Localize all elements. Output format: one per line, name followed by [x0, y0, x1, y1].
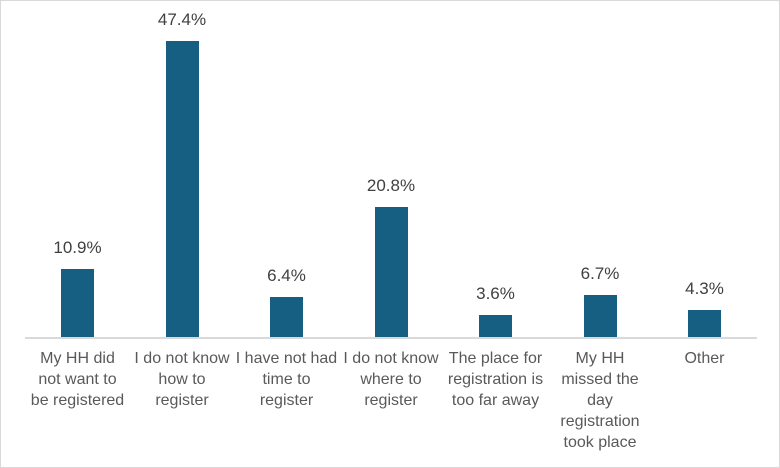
- category-label: My HH did not want to be registered: [30, 350, 125, 409]
- x-axis-line: [25, 337, 757, 339]
- data-label: 3.6%: [476, 283, 515, 303]
- data-label: 4.3%: [685, 279, 724, 299]
- bar: [61, 268, 94, 337]
- bar: [270, 297, 303, 337]
- category-label: I do not know where to register: [343, 350, 439, 409]
- bar: [583, 295, 617, 337]
- bar: [479, 314, 512, 337]
- category-label: I have not had time to register: [235, 350, 338, 409]
- data-label: 6.4%: [267, 266, 306, 286]
- data-label: 47.4%: [157, 10, 207, 29]
- bar: [165, 41, 199, 337]
- category-label: The place for registration is too far away: [447, 350, 544, 409]
- category-label: Other: [684, 350, 725, 367]
- category-label: I do not know how to register: [134, 350, 230, 409]
- data-label: 20.8%: [366, 176, 416, 196]
- data-label: 10.9%: [53, 237, 102, 257]
- bar: [374, 207, 408, 337]
- data-label: 6.7%: [580, 264, 620, 284]
- category-label: My HH missed the day registration took place: [560, 350, 640, 451]
- bar: [688, 310, 721, 337]
